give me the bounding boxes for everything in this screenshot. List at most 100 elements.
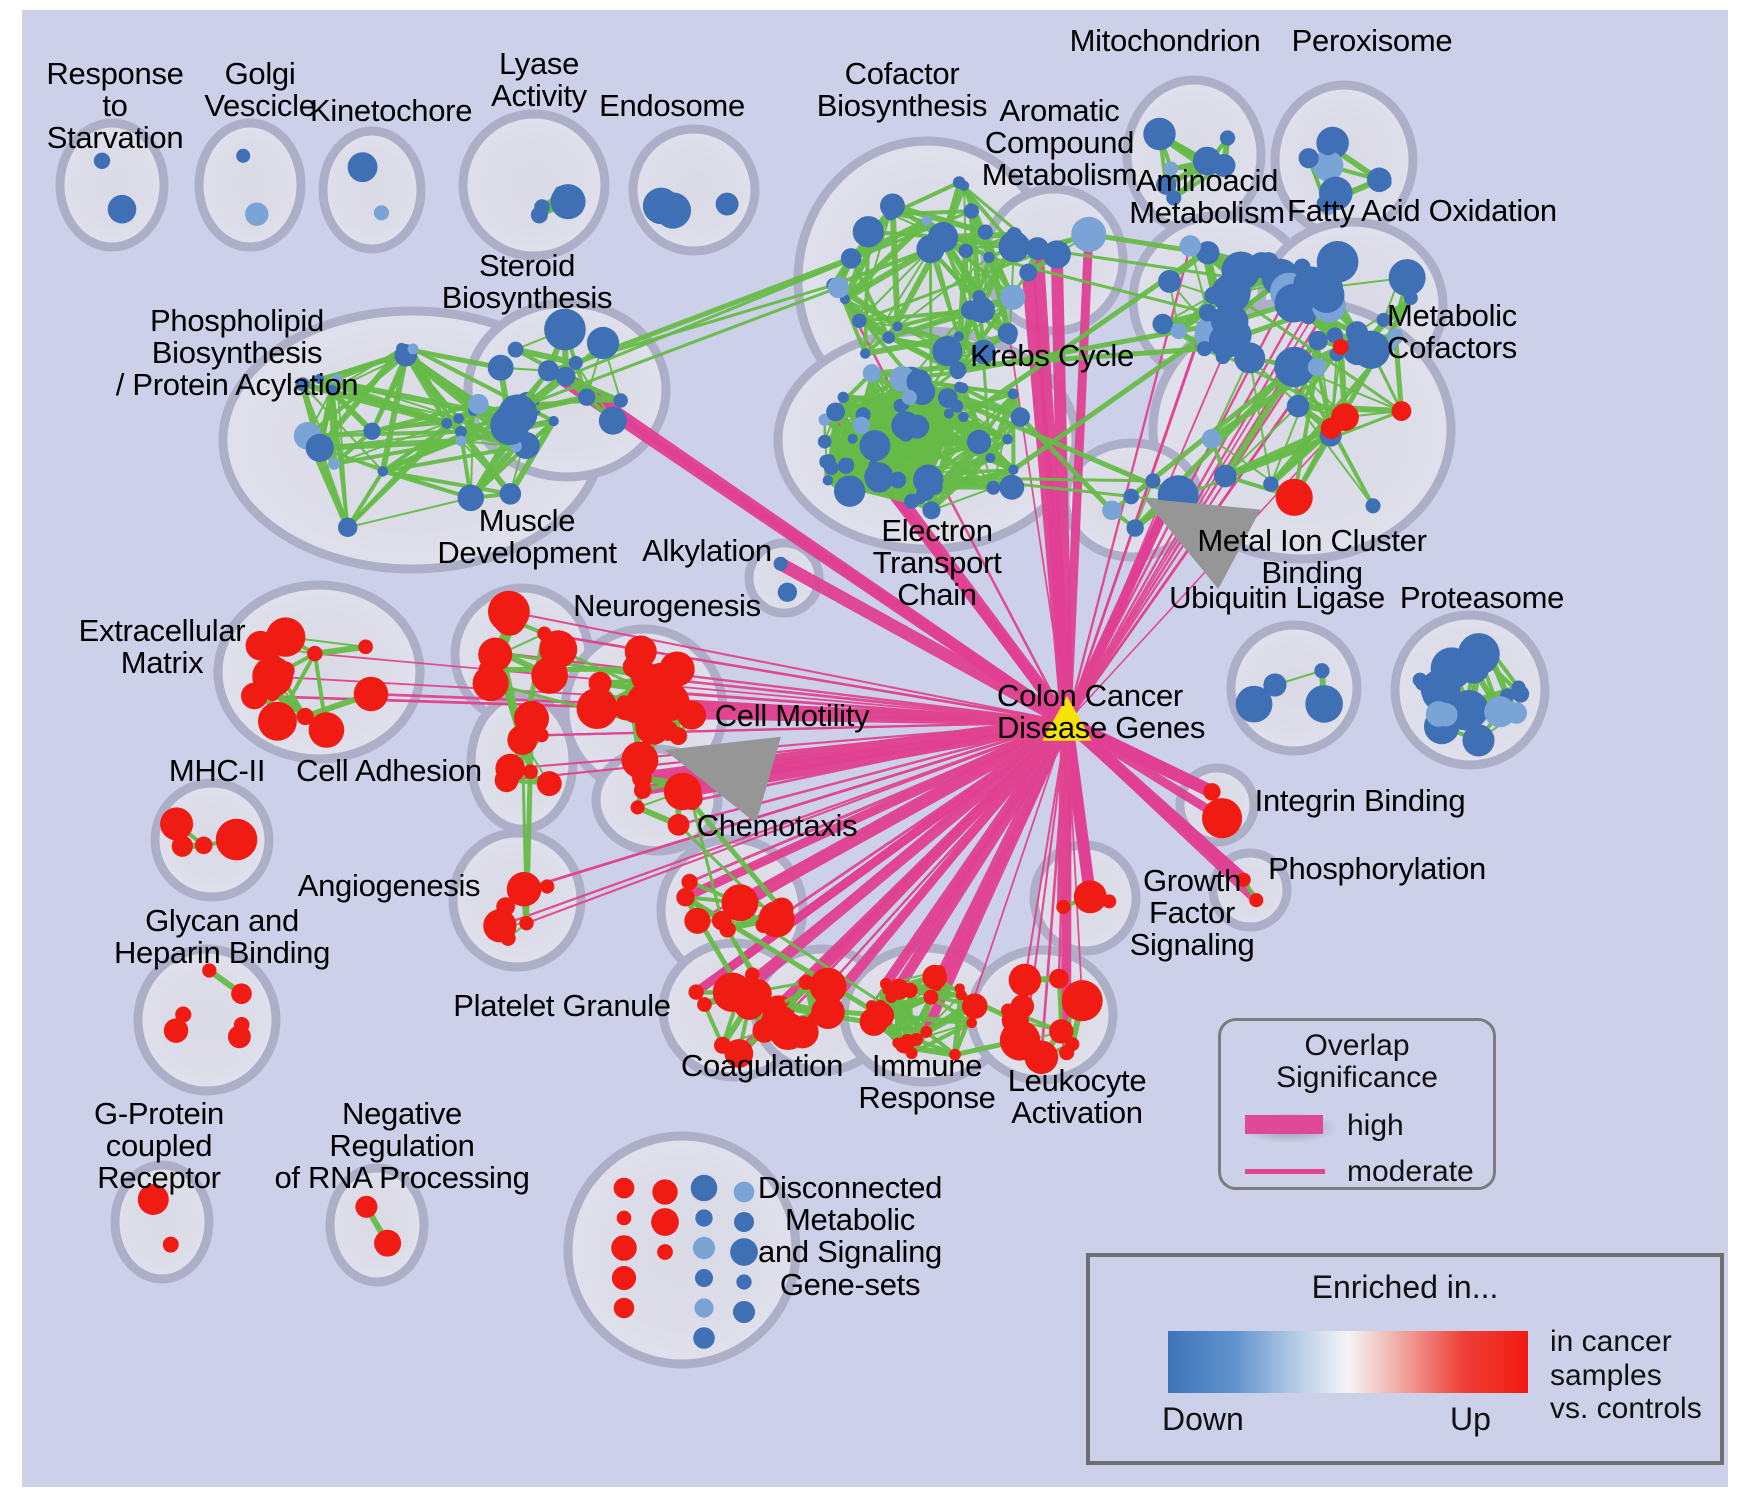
cluster-net-immune-response <box>859 964 988 1061</box>
cluster-label-mhc-ii: MHC-II <box>168 753 266 788</box>
hub-edge-muscle-development <box>502 651 1068 724</box>
cluster-label-mitochondrion: Mitochondrion <box>1069 23 1261 58</box>
cluster-label-phosphorylation: Phosphorylation <box>1268 851 1486 886</box>
enrichment-legend: Enriched in... Down Up in cancer samples… <box>1086 1253 1724 1465</box>
up-label: Up <box>1450 1401 1491 1437</box>
overlap-legend-title: Overlap Significance <box>1276 1029 1438 1095</box>
hub-edge-cell-adhesion <box>541 720 1068 737</box>
cluster-label-cell-motility: Cell Motility <box>714 698 870 733</box>
cluster-net-krebs-cycle <box>817 364 1031 520</box>
cluster-net-cell-adhesion <box>494 700 562 797</box>
cluster-halo-g-protein-coupled-receptor <box>110 1160 214 1284</box>
cluster-net-peroxisome <box>1298 126 1392 216</box>
cluster-label-g-protein-coupled-receptor: G-Protein coupled Receptor <box>94 1096 224 1196</box>
hub-edge-extracellular-matrix <box>314 652 1068 723</box>
cluster-net-steroid-biosynthesis <box>487 308 628 446</box>
cluster-label-coagulation: Coagulation <box>680 1048 844 1083</box>
hub-triangle[interactable] <box>1042 696 1092 741</box>
cluster-label-leukocyte-activation: Leukocyte Activation <box>1007 1063 1147 1131</box>
cluster-label-immune-response: Immune Response <box>858 1048 996 1116</box>
cluster-net-cofactor-biosynthesis <box>826 176 1030 390</box>
overlap-significance-legend: Overlap Significance high moderate <box>1218 1018 1496 1190</box>
cluster-label-phospholipid-biosynthesis: Phospholipid Biosynthesis / Protein Acyl… <box>115 303 359 403</box>
cluster-net-leukocyte-activation <box>999 963 1103 1075</box>
hub-edge-phosphorylation <box>1063 717 1248 885</box>
hub-edge-immune-response <box>890 721 1068 998</box>
hub-edge-chemotaxis <box>696 720 1068 922</box>
moderate-edge-swatch <box>1245 1169 1325 1174</box>
cluster-label-steroid-biosynthesis: Steroid Biosynthesis <box>441 248 613 316</box>
network-graph <box>55 75 1550 1369</box>
hub-edge-platelet-granule <box>695 720 1068 994</box>
cluster-net-phosphorylation <box>1236 872 1264 908</box>
cluster-net-metabolic-cofactors <box>1201 330 1412 516</box>
cluster-net-aromatic-compound-metabolism <box>1019 216 1107 282</box>
cluster-net-lyase-activity <box>530 184 586 224</box>
cluster-net-chemotaxis <box>676 873 795 938</box>
cluster-label-growth-factor-signaling: Growth Factor Signaling <box>1129 863 1255 963</box>
cluster-label-cofactor-biosynthesis: Cofactor Biosynthesis <box>816 56 988 124</box>
cluster-label-neurogenesis: Neurogenesis <box>573 588 761 623</box>
cluster-label-integrin-binding: Integrin Binding <box>1254 783 1466 818</box>
hub-edge-immune-response <box>925 721 1068 1033</box>
hub-edge-cofactor-biosynthesis <box>843 298 1069 723</box>
cluster-label-cell-adhesion: Cell Adhesion <box>296 753 482 788</box>
hub-edge-steroid-biosynthesis <box>545 366 1071 727</box>
cluster-label-aminoacid-metabolism: Aminoacid Metabolism <box>1129 163 1285 231</box>
hub-edge-cell-adhesion <box>510 720 1068 770</box>
cluster-label-krebs-cycle: Krebs Cycle <box>970 338 1134 373</box>
cluster-net-extracellular-matrix <box>241 617 389 748</box>
hub-node[interactable] <box>1042 696 1092 741</box>
cluster-net-neurogenesis <box>576 635 707 779</box>
cluster-net-fatty-acid-oxidation <box>1269 241 1426 369</box>
high-edge-swatch <box>1245 1115 1323 1134</box>
hub-edge-fatty-acid-oxidation <box>1066 261 1339 723</box>
cluster-label-proteasome: Proteasome <box>1399 580 1565 615</box>
cluster-label-aromatic-compound-metabolism: Aromatic Compound Metabolism <box>981 93 1138 193</box>
hub-edge-chemotaxis <box>775 720 1068 921</box>
hub-edge-leukocyte-activation <box>1039 721 1069 1058</box>
cluster-label-peroxisome: Peroxisome <box>1291 23 1453 58</box>
edge-krebs-cycle-aminoacid-metabolism <box>871 346 1205 376</box>
cluster-label-angiogenesis: Angiogenesis <box>297 868 481 903</box>
cluster-label-negative-regulation-rna: Negative Regulation of RNA Processing <box>274 1096 530 1196</box>
cluster-label-kinetochore: Kinetochore <box>310 93 473 128</box>
hub-edge-cofactor-biosynthesis <box>1008 337 1068 723</box>
edge-steroid-biosynthesis-cofactor-biosynthesis <box>574 255 853 366</box>
edge-fatty-acid-oxidation-metabolic-cofactors <box>1393 336 1404 412</box>
hub-edge-integrin-binding <box>1064 716 1215 798</box>
cluster-halo-golgi-vescicle <box>194 118 306 252</box>
cluster-label-lyase-activity: Lyase Activity <box>491 46 587 114</box>
cluster-net-endosome <box>642 187 739 229</box>
high-label: high <box>1347 1109 1404 1142</box>
cluster-halo-kinetochore <box>318 126 426 254</box>
cluster-label-golgi-vescicle: Golgi Vescicle <box>204 56 316 124</box>
cluster-label-chemotaxis: Chemotaxis <box>696 808 858 843</box>
down-label: Down <box>1162 1401 1244 1437</box>
cluster-net-negative-regulation-rna <box>355 1195 402 1257</box>
enrichment-legend-title: Enriched in... <box>1311 1269 1499 1305</box>
callout-arrows <box>664 498 1261 824</box>
cluster-net-kinetochore <box>347 152 389 221</box>
metal-ion-arrow <box>1144 498 1261 590</box>
enrichment-side-label: in cancer samples vs. controls <box>1550 1325 1702 1426</box>
hub-edge-neurogenesis <box>647 689 1068 724</box>
cluster-label-response-to-starvation: Response to Starvation <box>46 56 184 156</box>
hub-edge-neurogenesis <box>645 675 1068 724</box>
hub-edge-leukocyte-activation <box>1066 721 1084 1001</box>
hub-edge-coagulation <box>827 721 1068 987</box>
cluster-net-g-protein-coupled-receptor <box>137 1183 179 1253</box>
cluster-net-muscle-development <box>472 590 578 702</box>
cluster-net-coagulation <box>760 967 847 1051</box>
moderate-label: moderate <box>1347 1155 1474 1188</box>
cluster-label-electron-transport-chain: Electron Transport Chain <box>872 513 1002 613</box>
cluster-label-metabolic-cofactors: Metabolic Cofactors <box>1387 298 1517 366</box>
hub-edge-cell-adhesion <box>506 720 1068 782</box>
cluster-networks <box>93 117 1530 1349</box>
cluster-label-glycan-heparin-binding: Glycan and Heparin Binding <box>113 903 331 971</box>
cluster-net-alkylation <box>773 556 798 602</box>
edge-metabolic-cofactors-metal-ion-cluster-binding <box>1168 409 1402 503</box>
hub-edge-leukocyte-activation <box>1023 721 1069 981</box>
hub-edge-leukocyte-activation <box>1057 721 1069 979</box>
hub-edge-neurogenesis <box>670 700 1068 724</box>
